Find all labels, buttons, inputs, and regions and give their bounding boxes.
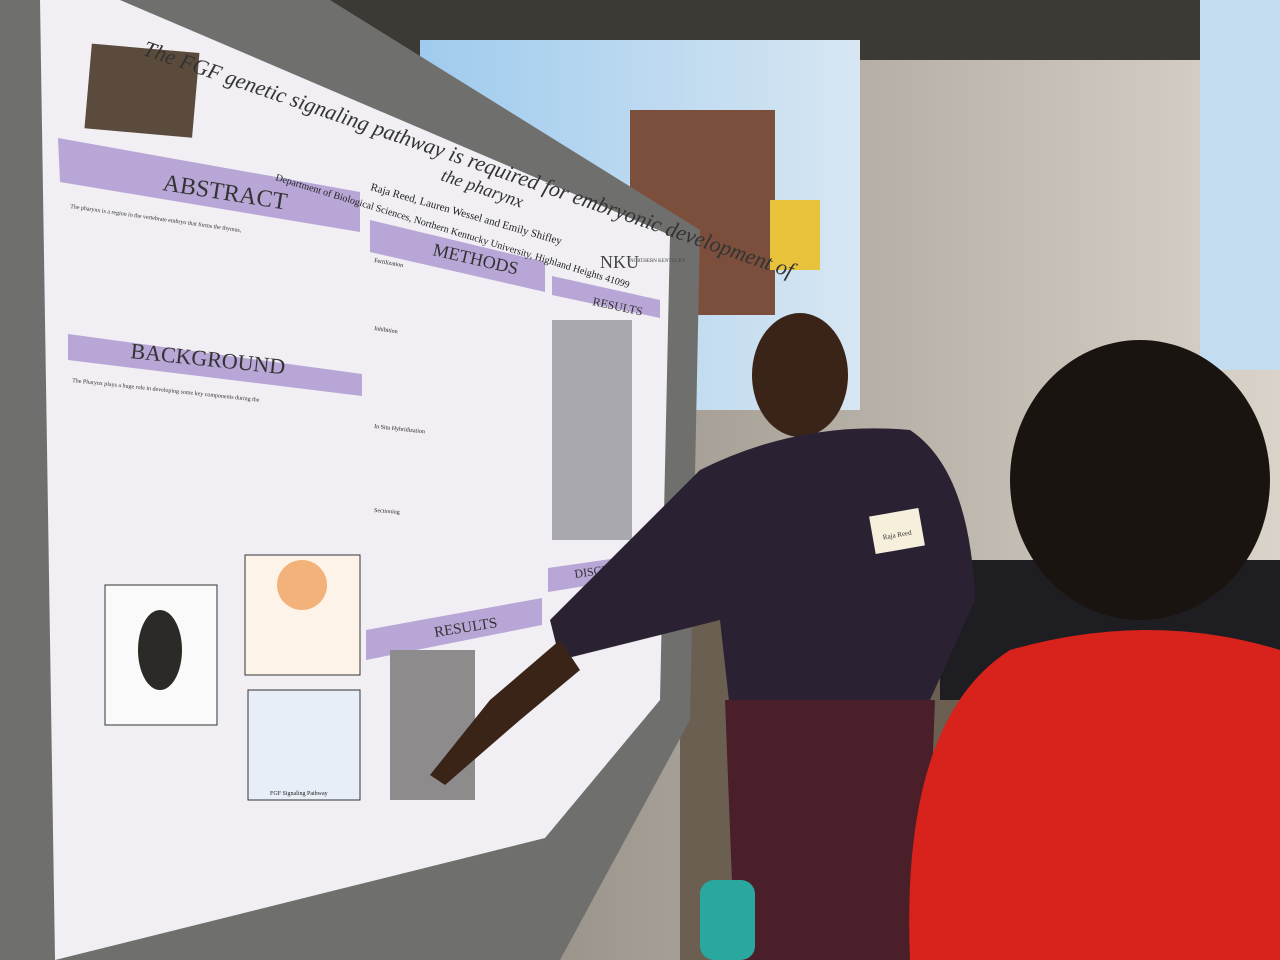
results-top-band <box>552 276 660 318</box>
pharynx-diagram-shape <box>277 560 327 610</box>
methods-band <box>370 220 545 292</box>
presenter-shirt <box>550 428 975 710</box>
fgf-figure-caption: FGF Signaling Pathway <box>270 791 328 797</box>
frog-icon <box>138 610 182 690</box>
title-band <box>58 138 360 232</box>
name-badge <box>869 507 925 555</box>
water-bottle <box>700 880 755 960</box>
methods-in-situ: In Situ Hybridization <box>374 424 425 435</box>
fgf-pathway-diagram <box>247 689 361 801</box>
presenter-pointing-arm <box>430 640 580 785</box>
projector-screen-right <box>1200 0 1280 370</box>
results-bottom-band <box>366 598 542 660</box>
methods-inhibition: Inhibition <box>374 326 398 335</box>
lab-photo <box>84 43 200 138</box>
visitor-sweater <box>909 630 1280 960</box>
nku-logo: NKU <box>600 252 639 272</box>
visitor-hair <box>1010 340 1270 620</box>
presenter-head <box>752 313 848 437</box>
projected-accent <box>770 200 820 270</box>
methods-fertilization: Fertilization <box>374 258 404 269</box>
presenter-pants <box>725 700 935 960</box>
results-embryo-images <box>390 650 475 800</box>
nku-logo-text: NORTHERN KENTUCKY <box>630 259 686 264</box>
background-band <box>68 334 362 396</box>
methods-sectioning: Sectioning <box>374 508 400 516</box>
results-grid <box>552 320 632 540</box>
